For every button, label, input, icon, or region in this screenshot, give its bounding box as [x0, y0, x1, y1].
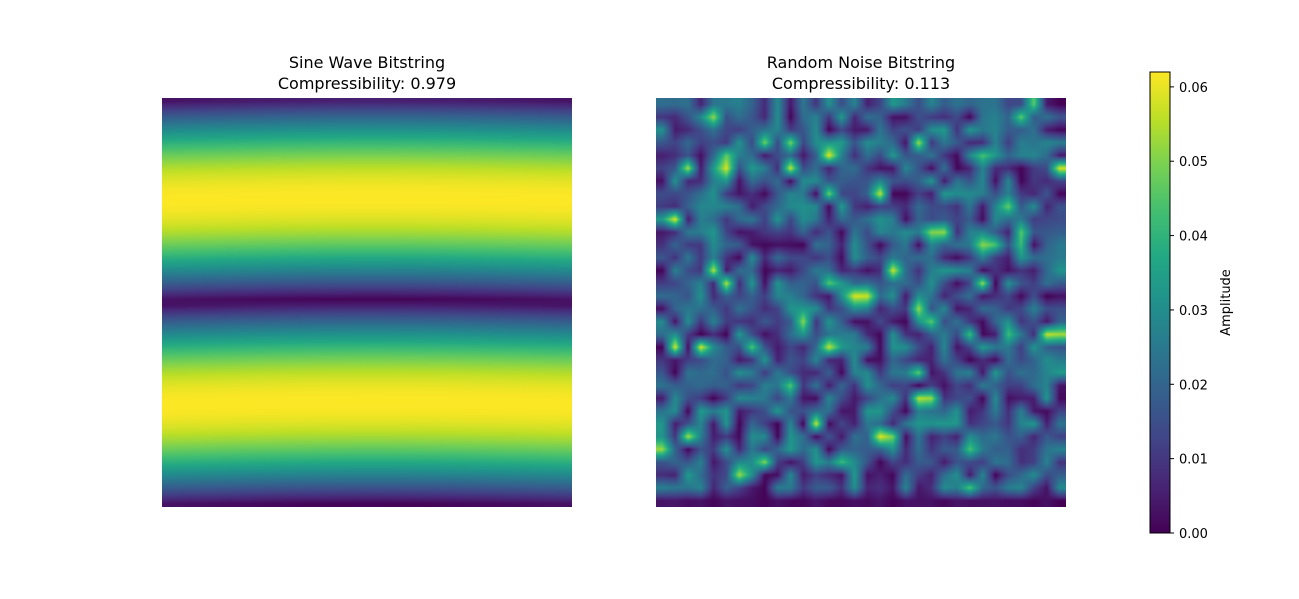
colorbar-gradient — [1149, 71, 1171, 534]
noise-panel-title: Random Noise Bitstring Compressibility: … — [656, 52, 1066, 94]
sine-panel-title: Sine Wave Bitstring Compressibility: 0.9… — [162, 52, 572, 94]
colorbar-tick-label: 0.06 — [1179, 81, 1208, 96]
colorbar-tick-label: 0.02 — [1179, 378, 1208, 393]
sine-title-text: Sine Wave Bitstring — [288, 53, 446, 72]
colorbar-tick-label: 0.05 — [1179, 155, 1208, 170]
colorbar-tick-label: 0.00 — [1179, 527, 1208, 542]
colorbar-label: Amplitude — [1219, 269, 1234, 336]
noise-compressibility-text: Compressibility: 0.113 — [771, 74, 951, 93]
sine-compressibility-text: Compressibility: 0.979 — [277, 74, 457, 93]
sine-wave-heatmap — [162, 98, 572, 507]
colorbar-tick-label: 0.04 — [1179, 230, 1208, 245]
noise-title-text: Random Noise Bitstring — [766, 53, 956, 72]
colorbar: 0.00 0.01 0.02 0.03 0.04 0.05 0.06 Amplitude — [1149, 71, 1234, 542]
colorbar-tick-label: 0.01 — [1179, 453, 1208, 468]
random-noise-heatmap — [656, 98, 1066, 507]
colorbar-tick-label: 0.03 — [1179, 304, 1208, 319]
